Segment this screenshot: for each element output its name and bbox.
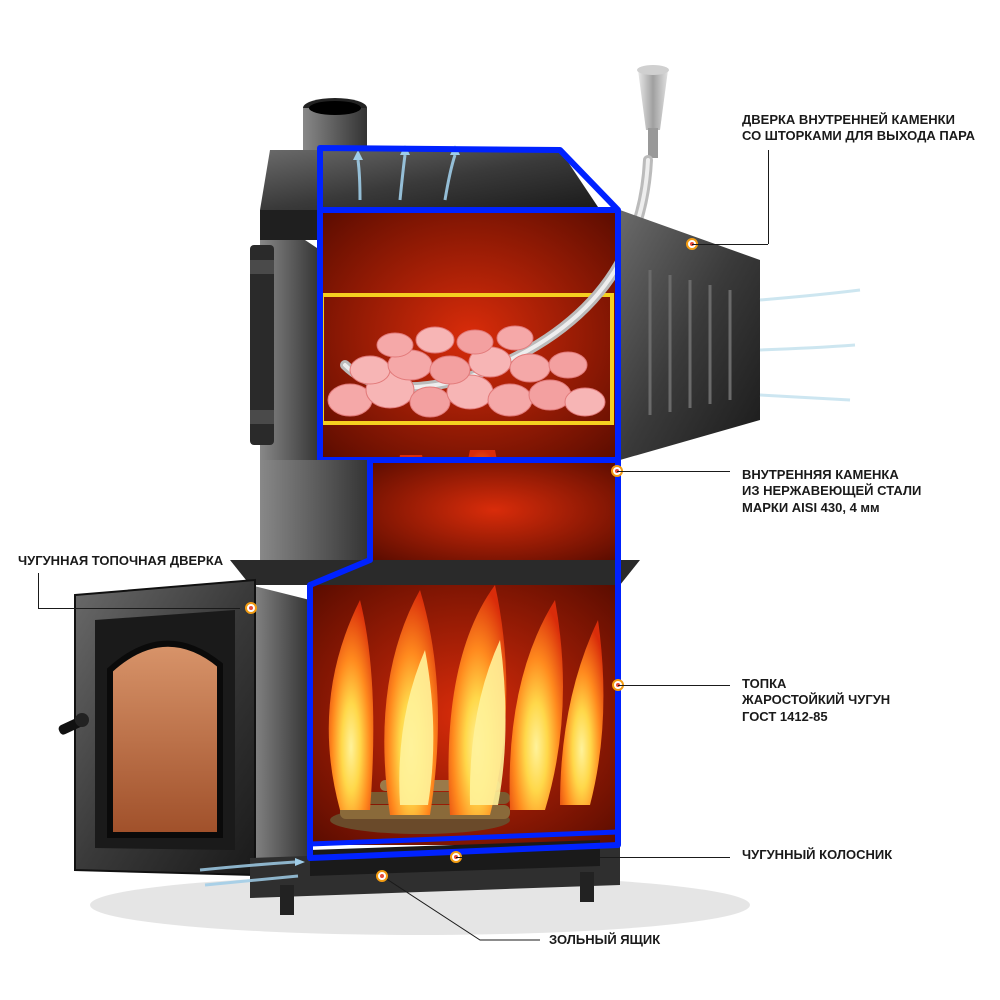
marker-ash-box bbox=[376, 870, 388, 882]
firebox-interior bbox=[310, 585, 620, 845]
leader-firebox-door-v bbox=[38, 573, 39, 608]
steam-funnel bbox=[637, 65, 669, 158]
label-ash-box: ЗОЛЬНЫЙ ЯЩИК bbox=[549, 932, 660, 948]
label-firebox-door: ЧУГУННАЯ ТОПОЧНАЯ ДВЕРКА bbox=[18, 553, 223, 569]
label-grate: ЧУГУННЫЙ КОЛОСНИК bbox=[742, 847, 892, 863]
steam-door-panel bbox=[620, 210, 860, 460]
leader-inner-heater bbox=[617, 471, 730, 472]
chimney bbox=[303, 98, 367, 150]
leader-firebox-door-h bbox=[38, 608, 240, 609]
label-firebox: ТОПКА ЖАРОСТОЙКИЙ ЧУГУН ГОСТ 1412-85 bbox=[742, 676, 890, 725]
marker-firebox-door bbox=[245, 602, 257, 614]
firebox-door bbox=[57, 580, 255, 875]
leader-firebox bbox=[618, 685, 730, 686]
label-steam-door: ДВЕРКА ВНУТРЕННЕЙ КАМЕНКИ СО ШТОРКАМИ ДЛ… bbox=[742, 112, 975, 145]
leader-steam-door-v bbox=[768, 150, 769, 244]
label-inner-heater: ВНУТРЕННЯЯ КАМЕНКА ИЗ НЕРЖАВЕЮЩЕЙ СТАЛИ … bbox=[742, 467, 921, 516]
leader-grate bbox=[456, 857, 730, 858]
leader-steam-door-h bbox=[692, 244, 768, 245]
mid-section bbox=[260, 460, 618, 570]
